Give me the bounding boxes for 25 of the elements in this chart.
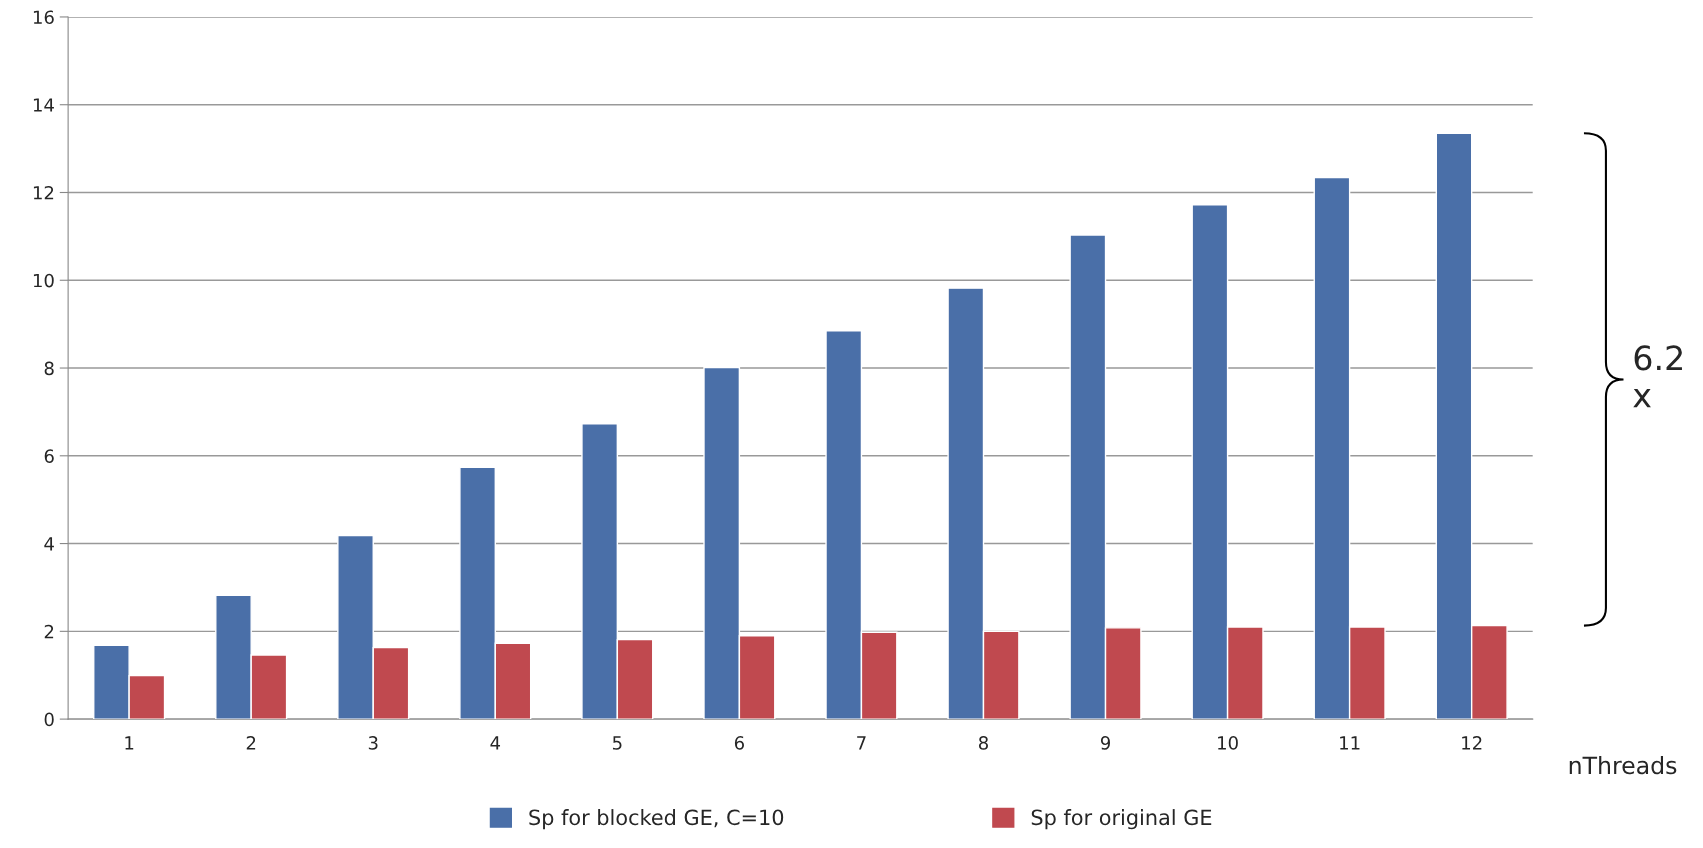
y-tick-label: 10 bbox=[33, 273, 54, 288]
x-tick-label: 7 bbox=[857, 736, 866, 750]
y-tick-label: 8 bbox=[44, 361, 54, 376]
y-tick-label: 0 bbox=[44, 712, 54, 727]
x-tick-label: 11 bbox=[1340, 736, 1360, 750]
y-tick-label: 6 bbox=[44, 449, 54, 463]
legend-label: Sp for original GE bbox=[1031, 809, 1212, 830]
x-axis-title: nThreads bbox=[1569, 756, 1677, 775]
y-tick-label: 2 bbox=[44, 624, 54, 639]
y-tick-label: 14 bbox=[33, 98, 54, 112]
x-tick-label: 4 bbox=[490, 736, 501, 750]
x-tick-label: 12 bbox=[1462, 736, 1482, 750]
x-tick-label: 3 bbox=[368, 736, 378, 750]
x-tick-label: 9 bbox=[1100, 736, 1111, 750]
text: 6.2 x bbox=[1633, 345, 1682, 408]
y-tick-label: 4 bbox=[44, 537, 54, 551]
x-tick-label: 5 bbox=[612, 736, 622, 750]
legend-label: Sp for blocked GE, C=10 bbox=[529, 809, 784, 830]
x-tick-label: 1 bbox=[125, 736, 134, 750]
x-tick-label: 2 bbox=[246, 736, 256, 750]
x-tick-label: 10 bbox=[1218, 736, 1238, 750]
y-tick-label: 16 bbox=[33, 10, 54, 25]
y-tick-label: 12 bbox=[33, 185, 54, 200]
x-tick-label: 6 bbox=[734, 736, 744, 750]
x-tick-label: 8 bbox=[978, 736, 988, 750]
